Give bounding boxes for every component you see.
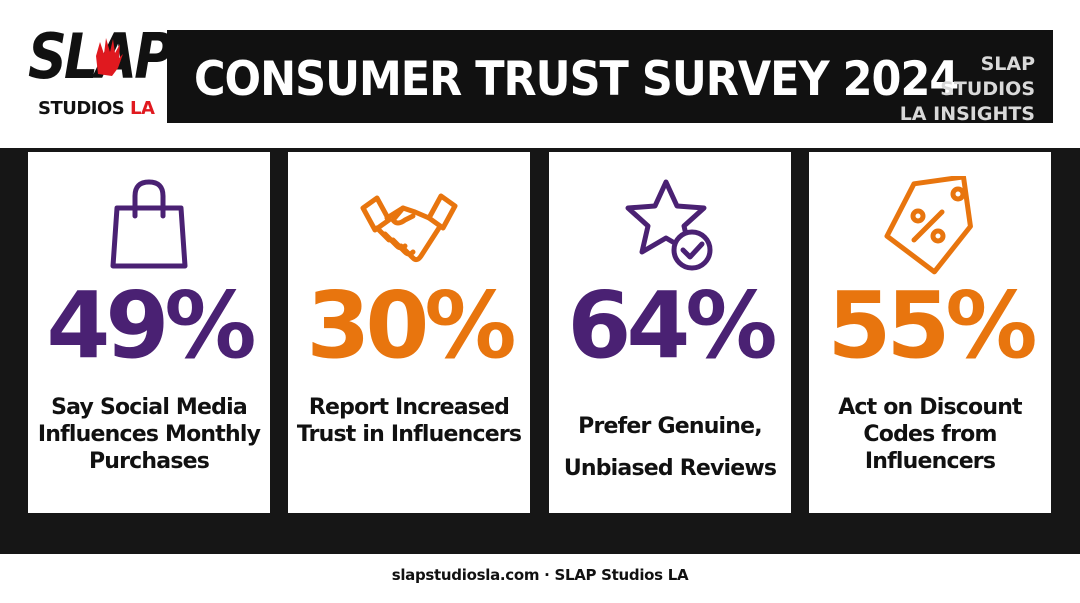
stat-label: Say Social Media Influences Monthly Purc…: [37, 395, 261, 474]
shopping-bag-icon: [110, 179, 188, 269]
title-bar: CONSUMER TRUST SURVEY 2024 SLAP STUDIOS …: [167, 30, 1053, 125]
stat-value: 30%: [306, 272, 516, 379]
star-check-icon: [625, 179, 713, 271]
stat-card-discounts: 55% Act on Discount Codes from Influence…: [809, 152, 1051, 513]
brand-line-2: LA INSIGHTS: [899, 103, 1035, 125]
stat-card-trust: 30% Report Increased Trust in Influencer…: [288, 152, 530, 513]
discount-tag-icon: [884, 176, 973, 275]
brand-tagline: SLAP STUDIOS LA INSIGHTS: [895, 52, 1035, 127]
brand-line-1: SLAP STUDIOS: [940, 53, 1035, 100]
logo-subtitle: STUDIOS LA: [38, 98, 155, 119]
stat-label: Report Increased Trust in Influencers: [296, 395, 522, 447]
stat-card-reviews: 64% Prefer Genuine, Unbiased Reviews: [549, 152, 791, 513]
brand-logo: SLAP STUDIOS LA: [22, 25, 174, 126]
stat-value: 49%: [46, 272, 256, 379]
stat-card-purchases: 49% Say Social Media Influences Monthly …: [28, 152, 270, 513]
stat-label: Prefer Genuine, Unbiased Reviews: [563, 414, 777, 481]
footer-credit: slapstudiosla.com · SLAP Studios LA: [391, 566, 689, 584]
logo-sub-main: STUDIOS: [38, 98, 125, 119]
stat-value: 55%: [827, 272, 1037, 379]
red-hand-icon: [96, 38, 123, 76]
stat-value: 64%: [567, 272, 777, 379]
page-title: CONSUMER TRUST SURVEY 2024: [194, 52, 959, 107]
stat-label: Act on Discount Codes from Influencers: [838, 395, 1022, 474]
handshake-icon: [360, 193, 458, 263]
logo-sub-accent: LA: [130, 98, 155, 119]
